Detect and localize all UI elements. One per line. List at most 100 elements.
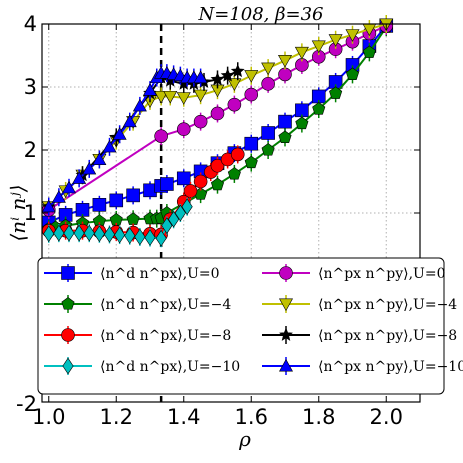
data-point	[176, 171, 191, 186]
legend-marker	[279, 327, 293, 341]
data-point	[122, 114, 137, 128]
data-point	[63, 224, 75, 242]
data-point	[161, 217, 173, 234]
data-point	[193, 114, 208, 129]
data-point	[72, 171, 87, 184]
data-point	[210, 177, 225, 191]
x-tick-label: 1.2	[100, 405, 133, 429]
data-point	[114, 226, 126, 244]
legend-marker	[61, 328, 75, 342]
chart-title: N=108, β=36	[197, 4, 323, 25]
data-point	[154, 90, 169, 104]
data-point	[103, 226, 116, 243]
legend-item-6: ⟨n^px n^py⟩,U=−8	[262, 326, 457, 344]
x-tick-label: 1.4	[167, 405, 200, 429]
x-tick-label: 2.0	[370, 405, 403, 429]
legend-marker	[278, 358, 294, 372]
data-point	[126, 188, 140, 203]
x-tick-label: 1.8	[302, 405, 335, 429]
data-point	[311, 40, 326, 54]
data-point	[154, 129, 168, 143]
legend-marker	[279, 266, 293, 280]
y-tick-label: 1	[24, 201, 37, 225]
data-point	[261, 126, 275, 140]
legend-label: ⟨n^px n^py⟩,U=−4	[318, 297, 457, 313]
data-point	[220, 68, 235, 82]
legend-box	[37, 257, 445, 395]
data-point	[53, 224, 65, 242]
data-point	[112, 127, 127, 140]
data-point	[227, 97, 242, 112]
data-point	[193, 174, 208, 189]
data-point	[261, 77, 275, 91]
data-point	[328, 34, 343, 47]
data-point	[174, 204, 186, 222]
data-point	[227, 167, 241, 180]
data-point	[102, 139, 117, 153]
series-3	[43, 197, 193, 248]
legend-item-2: ⟨n^d n^px⟩,U=−8	[44, 326, 231, 344]
data-point	[294, 46, 309, 60]
data-point	[134, 228, 146, 246]
data-point	[244, 136, 259, 151]
x-tick-label: 1.0	[32, 405, 65, 429]
legend-item-1: ⟨n^d n^px⟩,U=−4	[44, 295, 231, 313]
data-point	[244, 87, 259, 102]
data-point	[124, 227, 136, 245]
data-point	[277, 55, 293, 68]
y-tick-label: 2	[24, 138, 37, 162]
legend-items: ⟨n^d n^px⟩,U=0 ⟨n^d n^px⟩,U=−4 ⟨n^d n^px⟩,…	[44, 264, 463, 375]
data-point	[244, 155, 258, 169]
x-axis-label: ρ	[238, 427, 251, 451]
data-point	[329, 86, 343, 99]
data-point	[83, 224, 95, 242]
y-tick-label: 4	[24, 12, 37, 36]
data-point	[168, 210, 180, 228]
data-point	[345, 29, 360, 42]
legend-marker	[61, 266, 75, 280]
data-point	[93, 225, 105, 243]
series-layer	[41, 15, 394, 248]
legend-item-7: ⟨n^px n^py⟩,U=−10	[262, 357, 463, 375]
legend-label: ⟨n^d n^px⟩,U=−8	[100, 328, 231, 344]
legend-label: ⟨n^px n^py⟩,U=−8	[318, 328, 457, 344]
data-point	[142, 83, 158, 96]
legend-label: ⟨n^d n^px⟩,U=−10	[100, 359, 240, 375]
data-point	[261, 143, 275, 156]
data-point	[261, 62, 276, 76]
legend-item-5: ⟨n^px n^py⟩,U=−4	[262, 295, 457, 313]
x-tick-label: 1.6	[235, 405, 268, 429]
legend-label: ⟨n^d n^px⟩,U=−4	[100, 297, 231, 313]
series-0	[41, 16, 394, 232]
data-point	[61, 180, 77, 194]
data-point	[155, 229, 167, 247]
data-point	[132, 98, 147, 112]
data-point	[230, 63, 245, 78]
data-point	[160, 177, 174, 191]
data-point	[92, 152, 107, 165]
data-point	[362, 45, 376, 58]
data-point	[210, 72, 225, 86]
data-point	[230, 147, 245, 162]
data-point	[193, 70, 208, 84]
data-point	[312, 102, 326, 115]
data-point	[109, 193, 124, 208]
data-point	[227, 78, 242, 91]
legend-marker	[278, 298, 294, 312]
legend-marker	[61, 297, 75, 310]
data-point	[82, 161, 97, 175]
data-point	[278, 130, 292, 143]
data-point	[244, 70, 259, 83]
data-point	[73, 224, 85, 242]
data-point	[181, 198, 193, 216]
data-point	[210, 106, 225, 121]
legend-marker	[62, 357, 74, 375]
legend-item-0: ⟨n^d n^px⟩,U=0	[44, 264, 220, 282]
series-7	[41, 64, 208, 216]
legend: ⟨n^d n^px⟩,U=0 ⟨n^d n^px⟩,U=−4 ⟨n^d n^px⟩,…	[37, 257, 463, 395]
data-point	[43, 225, 55, 243]
data-point	[183, 184, 198, 198]
data-point	[210, 158, 225, 173]
data-point	[345, 67, 360, 80]
